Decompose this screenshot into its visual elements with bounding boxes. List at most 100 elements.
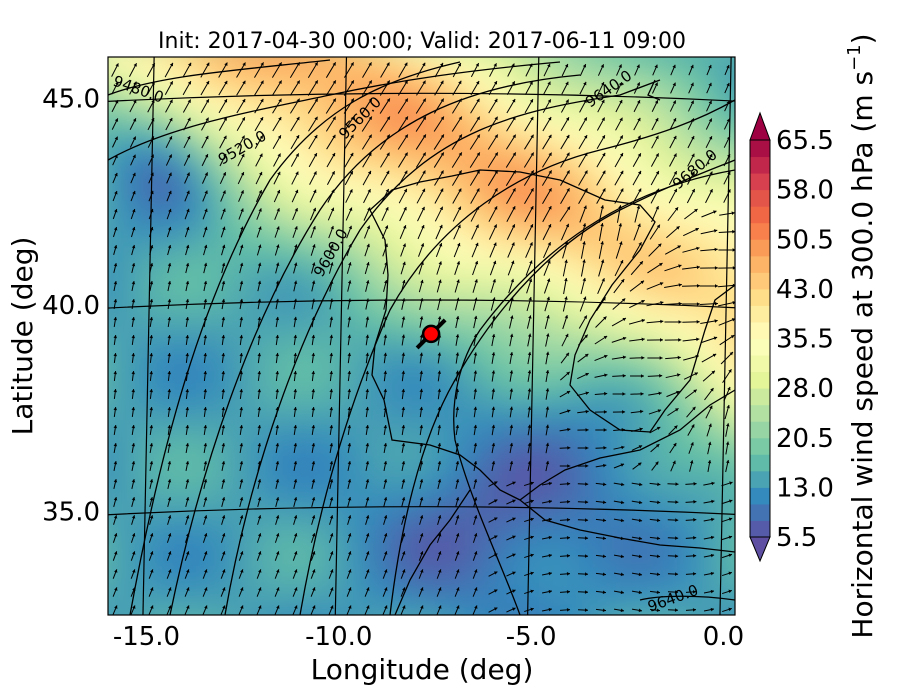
wind-arrow-head <box>150 569 154 573</box>
x-tick-label: -10.0 <box>305 622 372 652</box>
field-cell <box>550 120 571 141</box>
wind-arrow-head <box>566 554 571 558</box>
wind-arrow-head <box>530 170 534 174</box>
colorbar-level <box>750 437 770 455</box>
field-cell <box>210 220 231 241</box>
wind-arrow-head <box>368 134 372 139</box>
field-cell <box>250 480 271 501</box>
wind-arrow-head <box>350 152 354 157</box>
wind-arrow-head <box>620 572 624 577</box>
field-cell <box>170 180 191 201</box>
field-cell <box>610 240 631 261</box>
wind-arrow-head <box>204 226 208 231</box>
wind-arrow-head <box>618 223 623 227</box>
field-cell <box>270 600 291 615</box>
field-cell <box>110 540 131 561</box>
wind-arrow-head <box>604 373 608 378</box>
wind-arrow-head <box>493 63 497 67</box>
wind-arrow-head <box>673 171 677 175</box>
wind-arrow-head <box>221 244 226 249</box>
wind-arrow-head <box>293 551 298 555</box>
wind-arrow-head <box>221 461 226 465</box>
wind-arrow-head <box>602 590 606 595</box>
field-cell <box>430 220 451 241</box>
field-cell <box>350 440 371 461</box>
field-cell <box>150 420 171 441</box>
colorbar-level <box>750 140 770 158</box>
wind-arrow-head <box>149 281 154 285</box>
field-cell <box>430 120 451 141</box>
wind-arrow-head <box>169 62 174 67</box>
wind-arrow-head <box>437 297 442 302</box>
field-cell <box>250 440 271 461</box>
wind-arrow-head <box>149 515 154 519</box>
field-cell <box>290 300 311 321</box>
field-cell <box>430 380 451 401</box>
field-cell <box>350 400 371 421</box>
wind-arrow-head <box>727 154 731 158</box>
wind-arrow-head <box>491 333 496 338</box>
field-cell <box>510 340 531 361</box>
field-cell <box>690 420 711 441</box>
wind-arrow-head <box>329 479 334 483</box>
wind-arrow-head <box>421 225 425 229</box>
wind-arrow-head <box>566 188 570 192</box>
wind-arrow-head <box>419 551 424 555</box>
field-cell <box>290 440 311 461</box>
wind-arrow-head <box>257 316 262 321</box>
field-cell <box>370 620 391 641</box>
field-cell <box>330 540 351 561</box>
field-cell <box>650 580 671 601</box>
field-cell <box>108 260 111 281</box>
wind-arrow-head <box>529 81 533 85</box>
field-cell <box>210 240 231 261</box>
field-cell <box>710 460 731 481</box>
field-cell <box>390 620 411 641</box>
wind-arrow-head <box>241 153 245 158</box>
wind-arrow-head <box>691 153 695 158</box>
colorbar-extend-min <box>749 536 771 563</box>
wind-arrow-head <box>512 571 516 575</box>
wind-arrow-head <box>530 535 534 540</box>
wind-arrow-head <box>660 319 664 324</box>
wind-arrow-head <box>203 371 208 375</box>
field-cell <box>610 520 631 541</box>
wind-arrow-head <box>672 64 676 69</box>
field-cell <box>210 80 231 101</box>
wind-arrow-head <box>566 409 571 413</box>
wind-arrow-head <box>564 241 569 245</box>
wind-arrow-head <box>260 62 264 66</box>
field-cell <box>670 140 691 161</box>
field-cell <box>230 100 251 121</box>
field-cell <box>510 100 531 121</box>
field-cell <box>250 540 271 561</box>
wind-arrow-head <box>275 352 280 357</box>
y-tick-label: 35.0 <box>42 498 100 528</box>
field-cell <box>390 57 411 61</box>
field-cell <box>730 500 735 521</box>
field-cell <box>110 240 131 261</box>
wind-arrow-head <box>133 99 137 104</box>
field-cell <box>330 440 351 461</box>
field-cell <box>110 120 131 141</box>
field-cell <box>250 620 271 641</box>
wind-arrow-head <box>167 335 172 339</box>
wind-arrow-head <box>257 352 262 357</box>
field-cell <box>550 360 571 381</box>
wind-arrow-head <box>422 62 426 67</box>
wind-arrow-head <box>187 81 191 85</box>
wind-arrow-head <box>404 116 408 120</box>
wind-arrow-head <box>187 136 191 140</box>
wind-arrow-head <box>150 587 154 591</box>
field-cell <box>730 200 735 221</box>
wind-arrow-head <box>583 205 587 210</box>
wind-arrow-head <box>728 571 732 576</box>
wind-arrow-head <box>640 392 644 396</box>
colorbar-level <box>750 189 770 207</box>
field-cell <box>290 240 311 261</box>
wind-arrow-head <box>584 536 589 540</box>
field-cell <box>350 100 371 121</box>
colorbar-level <box>750 156 770 174</box>
field-cell <box>690 120 711 141</box>
colorbar-level <box>750 305 770 323</box>
